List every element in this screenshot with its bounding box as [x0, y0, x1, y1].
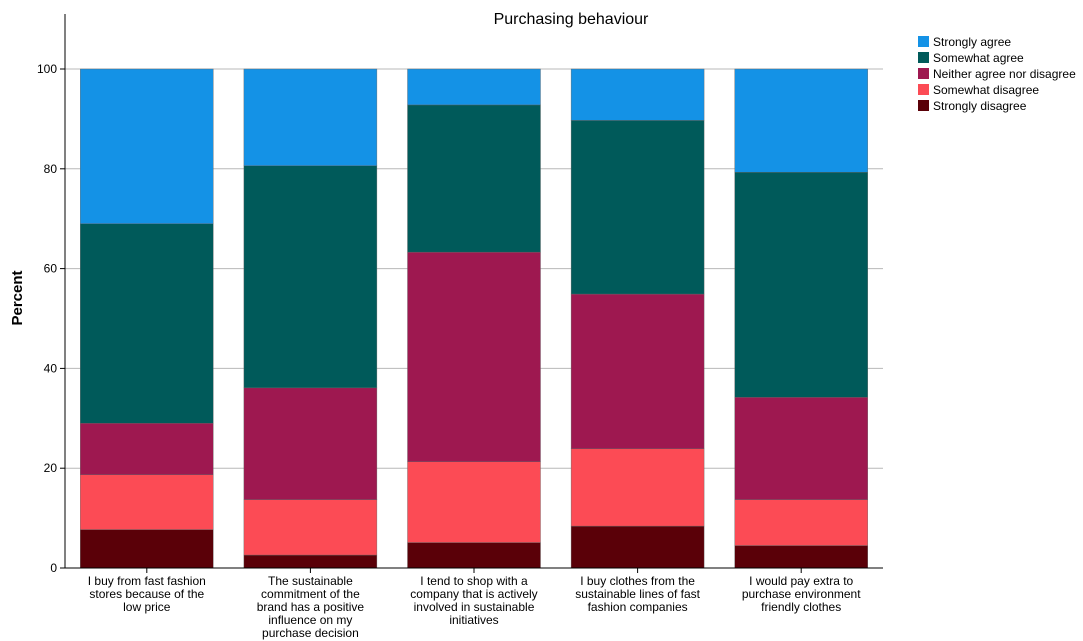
y-tick-label: 80	[44, 162, 58, 176]
y-tick-label: 20	[44, 461, 58, 475]
y-tick-labels: 0 20 40 60 80 100	[37, 62, 65, 575]
x-tick-label: I would pay extra to purchase environment…	[742, 574, 861, 614]
bar-segment-neither-agree-nor-disagree	[243, 387, 378, 500]
chart-title: Purchasing behaviour	[494, 11, 649, 28]
legend-swatch	[918, 84, 929, 95]
bar-segment-somewhat-disagree	[80, 474, 214, 530]
x-tick-label: I buy from fast fashion stores because of…	[88, 574, 206, 614]
bar-segment-somewhat-disagree	[243, 499, 378, 556]
legend-item: Strongly disagree	[918, 99, 1027, 113]
legend-label: Strongly agree	[933, 35, 1011, 49]
x-tick-label: The sustainable commitment of the brand ha…	[257, 574, 365, 640]
legend-item: Somewhat agree	[918, 51, 1024, 65]
bars	[80, 68, 868, 569]
legend-label: Somewhat disagree	[933, 83, 1039, 97]
bar-segment-somewhat-disagree	[407, 461, 541, 543]
legend-swatch	[918, 36, 929, 47]
bar-segment-strongly-disagree	[243, 554, 378, 569]
legend-swatch	[918, 100, 929, 111]
y-tick-label: 0	[50, 561, 57, 575]
bar-segment-strongly-disagree	[80, 529, 214, 569]
bar-segment-strongly-disagree	[407, 542, 541, 569]
legend-item: Neither agree nor disagree	[918, 67, 1076, 81]
y-axis-label: Percent	[9, 270, 26, 325]
legend-swatch	[918, 68, 929, 79]
bar-segment-strongly-agree	[80, 68, 214, 224]
bar-segment-somewhat-disagree	[570, 448, 705, 527]
y-tick-label: 60	[44, 262, 58, 276]
legend-label: Strongly disagree	[933, 99, 1027, 113]
bar-segment-somewhat-agree	[570, 120, 705, 295]
bar-segment-neither-agree-nor-disagree	[407, 251, 541, 462]
bar-segment-strongly-agree	[734, 68, 868, 173]
bar-segment-strongly-agree	[407, 68, 541, 106]
legend-item: Strongly agree	[918, 35, 1011, 49]
category-labels: I buy from fast fashion stores because of…	[88, 568, 861, 640]
legend-label: Neither agree nor disagree	[933, 67, 1076, 81]
bar-segment-somewhat-agree	[734, 172, 868, 398]
bar-segment-strongly-agree	[570, 68, 705, 121]
bar-segment-strongly-disagree	[570, 525, 705, 569]
bar-segment-somewhat-agree	[407, 104, 541, 253]
legend-swatch	[918, 52, 929, 63]
bar-segment-neither-agree-nor-disagree	[734, 397, 868, 500]
bar-segment-somewhat-disagree	[734, 499, 868, 546]
bar-segment-strongly-agree	[243, 68, 378, 167]
bar-segment-somewhat-agree	[80, 223, 214, 424]
bar-segment-neither-agree-nor-disagree	[80, 423, 214, 475]
legend-label: Somewhat agree	[933, 51, 1024, 65]
bar-segment-somewhat-agree	[243, 165, 378, 389]
y-tick-label: 40	[44, 361, 58, 375]
x-tick-label: I tend to shop with a company that is act…	[410, 574, 537, 627]
bar-segment-strongly-disagree	[734, 545, 868, 569]
bar-segment-neither-agree-nor-disagree	[570, 293, 705, 449]
legend-item: Somewhat disagree	[918, 83, 1039, 97]
y-tick-label: 100	[37, 62, 57, 76]
legend: Strongly agree Somewhat agree Neither agre…	[918, 35, 1076, 113]
x-tick-label: I buy clothes from the sustainable lines …	[575, 574, 700, 614]
